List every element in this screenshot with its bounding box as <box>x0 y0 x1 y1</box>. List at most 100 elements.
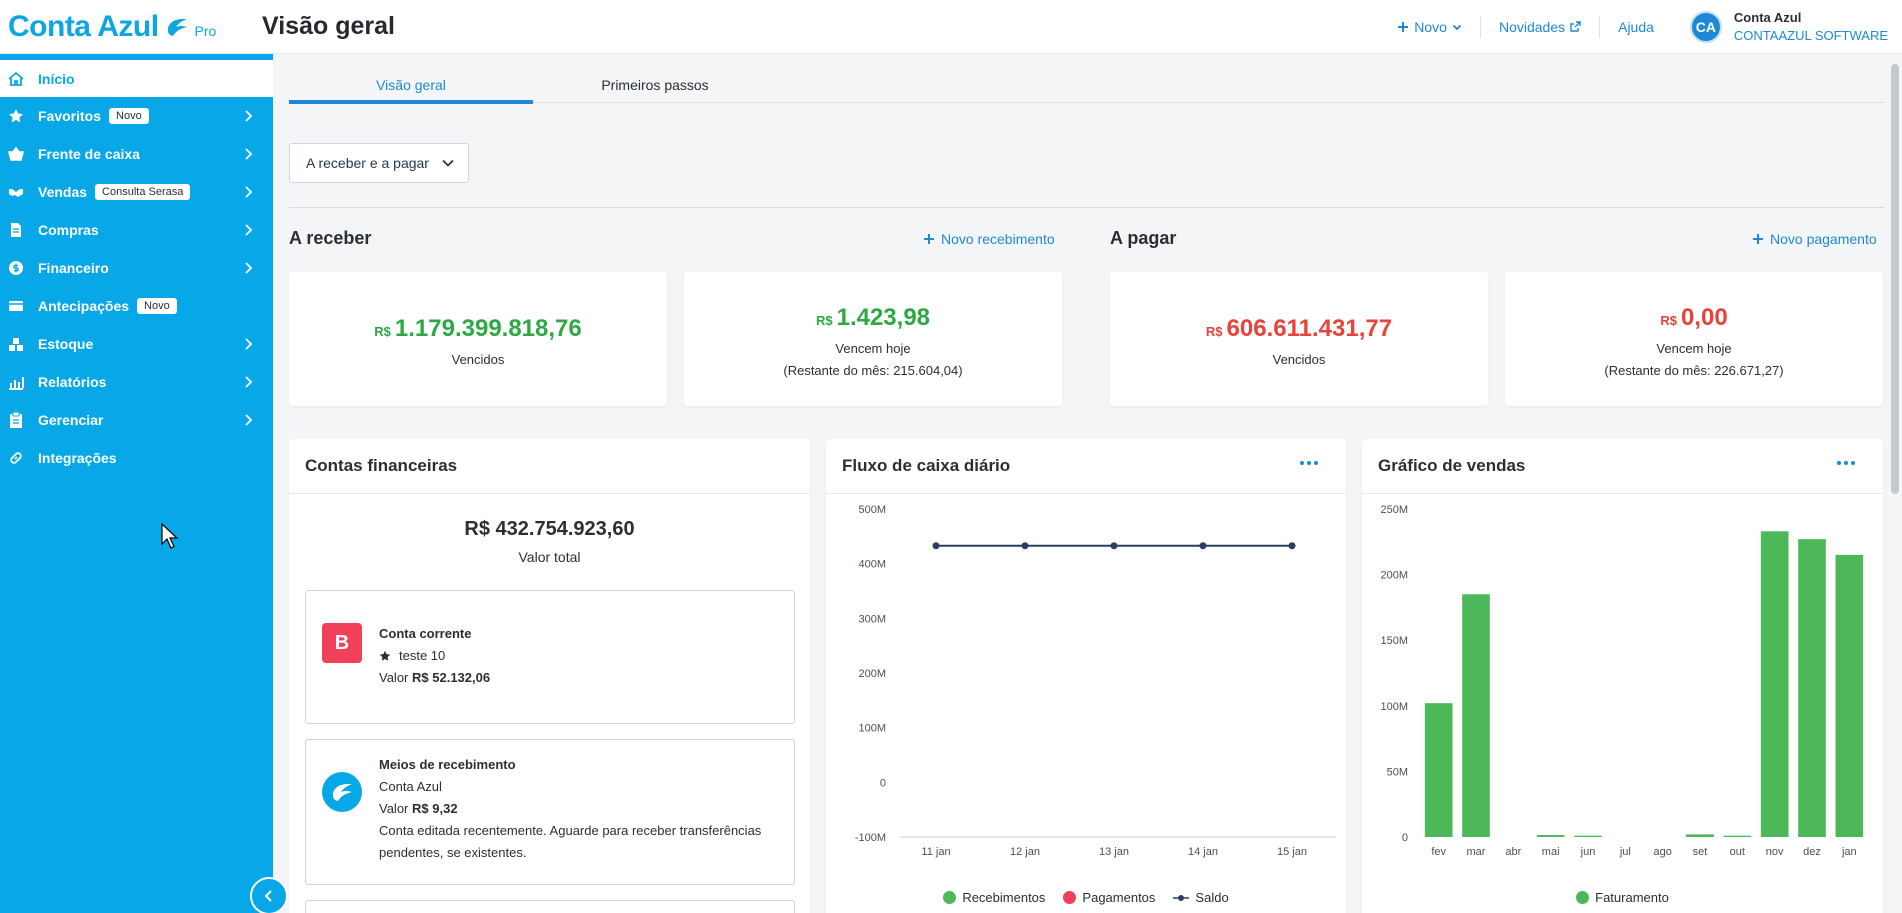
cashflow-card: Fluxo de caixa diário 500M 400M 300M 200M 10… <box>826 439 1346 913</box>
filter-dropdown[interactable]: A receber e a pagar <box>289 143 469 183</box>
sidebar: Início Favoritos Novo Frente de caixa Ve… <box>0 54 273 913</box>
sidebar-item-relatorios[interactable]: Relatórios <box>0 363 273 401</box>
chevron-right-icon <box>245 224 253 236</box>
payable-today-card[interactable]: R$ 0,00 Vencem hoje (Restante do mês: 226… <box>1505 272 1883 406</box>
payable-overdue-card[interactable]: R$ 606.611.431,77 Vencidos <box>1110 272 1488 406</box>
sidebar-item-inicio[interactable]: Início <box>0 60 273 97</box>
receivable-today-card[interactable]: R$ 1.423,98 Vencem hoje (Restante do mês:… <box>684 272 1062 406</box>
payable-overdue-label: Vencidos <box>1272 352 1326 367</box>
account-subtitle: Conta Azul <box>379 779 442 794</box>
chevron-right-icon <box>245 186 253 198</box>
payable-today-label: Vencem hoje <box>1656 341 1732 356</box>
account-subtitle: teste 10 <box>399 648 446 663</box>
sidebar-item-gerenciar[interactable]: Gerenciar <box>0 401 273 439</box>
brand-logo[interactable]: Conta Azul Pro <box>8 10 262 44</box>
tab-primeiros-passos[interactable]: Primeiros passos <box>601 77 709 93</box>
brand-name: Conta Azul <box>8 9 159 43</box>
more-options-icon[interactable] <box>1837 461 1855 465</box>
sidebar-item-estoque[interactable]: Estoque <box>0 325 273 363</box>
sidebar-item-antecipacoes[interactable]: Antecipações Novo <box>0 287 273 325</box>
user-menu[interactable]: CA Conta Azul CONTAAZUL SOFTWARE <box>1672 9 1902 45</box>
chevron-right-icon <box>245 376 253 388</box>
x-tick-label: mar <box>1467 846 1486 858</box>
chart-icon <box>8 374 24 390</box>
chevron-right-icon <box>245 148 253 160</box>
home-icon <box>8 71 24 87</box>
main-content: Visão geral Primeiros passos A receber e… <box>289 54 1884 913</box>
sidebar-item-integracoes[interactable]: Integrações <box>0 439 273 477</box>
account-item[interactable] <box>305 900 795 913</box>
sales-bar <box>1760 531 1789 837</box>
help-link[interactable]: Ajuda <box>1600 19 1672 35</box>
account-item[interactable]: Meios de recebimento Conta Azul Valor R$… <box>305 739 795 885</box>
saldo-point <box>1021 542 1029 550</box>
filter-label: A receber e a pagar <box>306 155 429 171</box>
tab-visao-geral[interactable]: Visão geral <box>289 68 533 104</box>
sales-card: Gráfico de vendas 250M 200M 150M 100M 50M 0 fe… <box>1362 439 1883 913</box>
sidebar-item-label: Favoritos <box>38 108 102 124</box>
card-icon <box>8 298 24 314</box>
receivable-remaining: (Restante do mês: 215.604,04) <box>783 363 963 378</box>
basket-icon <box>8 146 24 162</box>
sidebar-item-label: Antecipações <box>38 298 130 314</box>
account-value: R$ 9,32 <box>412 801 458 816</box>
collapse-sidebar-button[interactable] <box>250 877 288 913</box>
x-tick-label: mai <box>1542 846 1560 858</box>
new-menu-button[interactable]: Novo <box>1379 19 1480 35</box>
new-payable-label: Novo pagamento <box>1770 231 1877 247</box>
more-options-icon[interactable] <box>1300 461 1318 465</box>
sales-title: Gráfico de vendas <box>1378 456 1526 475</box>
cashflow-legend: Recebimentos Pagamentos Saldo <box>826 890 1346 905</box>
legend-item[interactable]: Saldo <box>1173 890 1229 905</box>
sidebar-item-label: Integrações <box>38 450 117 466</box>
news-link[interactable]: Novidades <box>1481 19 1599 35</box>
chevron-right-icon <box>245 262 253 274</box>
sidebar-item-label: Financeiro <box>38 260 109 276</box>
y-tick-label: -100M <box>855 832 886 844</box>
help-label: Ajuda <box>1618 18 1654 35</box>
clipboard-icon <box>8 412 24 428</box>
scroll-thumb[interactable] <box>1891 64 1899 494</box>
sidebar-item-vendas[interactable]: Vendas Consulta Serasa <box>0 173 273 211</box>
sidebar-item-label: Compras <box>38 222 99 238</box>
new-receivable-label: Novo recebimento <box>941 231 1055 247</box>
new-payable-button[interactable]: Novo pagamento <box>1752 231 1877 247</box>
divider <box>1599 15 1601 38</box>
sidebar-item-compras[interactable]: Compras <box>0 211 273 249</box>
sidebar-item-label: Vendas <box>38 184 88 200</box>
legend-item[interactable]: Recebimentos <box>943 890 1045 905</box>
account-note: Conta editada recentemente. Aguarde para… <box>379 823 762 860</box>
receivable-overdue-card[interactable]: R$ 1.179.399.818,76 Vencidos <box>289 272 667 406</box>
sales-bar <box>1462 594 1490 837</box>
sidebar-item-favoritos[interactable]: Favoritos Novo <box>0 97 273 135</box>
payable-title: A pagar <box>1110 228 1177 248</box>
sidebar-item-frente-de-caixa[interactable]: Frente de caixa <box>0 135 273 173</box>
saldo-point <box>1199 542 1207 550</box>
top-actions: Novo Novidades Ajuda CA Conta Azul CONTA… <box>1379 0 1902 53</box>
x-tick-label: 13 jan <box>1099 846 1129 858</box>
new-badge: Novo <box>137 298 177 314</box>
receivable-title: A receber <box>289 228 372 248</box>
chevron-down-icon <box>1452 24 1462 30</box>
sidebar-item-label: Estoque <box>38 336 94 352</box>
legend-item[interactable]: Pagamentos <box>1063 890 1155 905</box>
sales-bar <box>1835 554 1864 837</box>
y-tick-label: 500M <box>858 504 886 516</box>
scrollbar[interactable] <box>1888 54 1902 913</box>
accounts-card: Contas financeiras R$ 432.754.923,60 Val… <box>289 439 810 913</box>
new-receivable-button[interactable]: Novo recebimento <box>923 231 1055 247</box>
chevron-down-icon <box>442 159 454 167</box>
news-label: Novidades <box>1498 18 1566 35</box>
receivable-overdue-value: R$ 1.179.399.818,76 <box>374 315 582 342</box>
legend-item[interactable]: Faturamento <box>1576 890 1669 905</box>
sidebar-item-label: Gerenciar <box>38 412 104 428</box>
account-item[interactable]: B Conta corrente teste 10 Valor R$ 52.13… <box>305 590 795 724</box>
sidebar-item-financeiro[interactable]: Financeiro <box>0 249 273 287</box>
x-tick-label: out <box>1730 846 1745 858</box>
account-value: R$ 52.132,06 <box>412 670 491 685</box>
account-value-label: Valor <box>379 801 409 816</box>
x-tick-label: ago <box>1653 846 1671 858</box>
y-tick-label: 200M <box>858 668 886 680</box>
sales-bar <box>1723 835 1752 837</box>
user-company: CONTAAZUL SOFTWARE <box>1733 27 1888 43</box>
